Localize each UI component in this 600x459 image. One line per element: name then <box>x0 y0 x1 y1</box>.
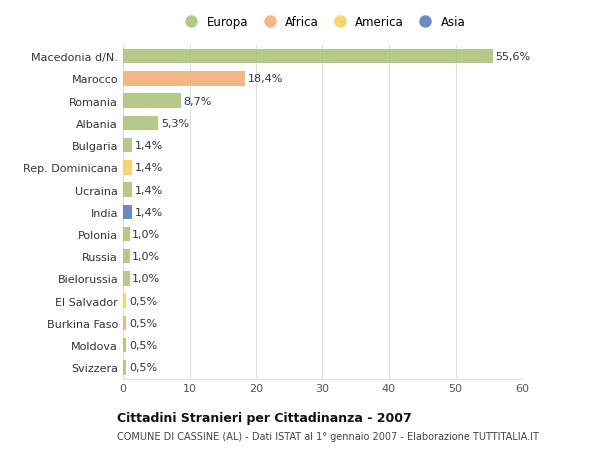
Bar <box>123 338 127 353</box>
Text: 1,4%: 1,4% <box>135 185 163 195</box>
Bar <box>123 94 181 109</box>
Bar <box>123 272 130 286</box>
Bar <box>123 116 158 131</box>
Text: 1,4%: 1,4% <box>135 141 163 151</box>
Text: 0,5%: 0,5% <box>129 296 157 306</box>
Text: 1,0%: 1,0% <box>133 252 160 262</box>
Bar <box>123 161 133 175</box>
Bar <box>123 139 133 153</box>
Bar <box>123 360 127 375</box>
Text: Cittadini Stranieri per Cittadinanza - 2007: Cittadini Stranieri per Cittadinanza - 2… <box>117 411 412 424</box>
Text: 0,5%: 0,5% <box>129 363 157 373</box>
Bar <box>123 294 127 308</box>
Bar <box>123 72 245 86</box>
Legend: Europa, Africa, America, Asia: Europa, Africa, America, Asia <box>177 13 468 31</box>
Text: 1,0%: 1,0% <box>133 230 160 240</box>
Text: 18,4%: 18,4% <box>248 74 283 84</box>
Text: 1,4%: 1,4% <box>135 163 163 173</box>
Text: 1,4%: 1,4% <box>135 207 163 217</box>
Bar <box>123 205 133 219</box>
Bar <box>123 249 130 264</box>
Bar <box>123 316 127 330</box>
Text: COMUNE DI CASSINE (AL) - Dati ISTAT al 1° gennaio 2007 - Elaborazione TUTTITALIA: COMUNE DI CASSINE (AL) - Dati ISTAT al 1… <box>117 431 539 442</box>
Text: 8,7%: 8,7% <box>184 96 212 106</box>
Bar <box>123 183 133 197</box>
Bar <box>123 50 493 64</box>
Text: 0,5%: 0,5% <box>129 341 157 350</box>
Bar <box>123 227 130 242</box>
Text: 55,6%: 55,6% <box>496 52 530 62</box>
Text: 1,0%: 1,0% <box>133 274 160 284</box>
Text: 5,3%: 5,3% <box>161 118 189 129</box>
Text: 0,5%: 0,5% <box>129 318 157 328</box>
